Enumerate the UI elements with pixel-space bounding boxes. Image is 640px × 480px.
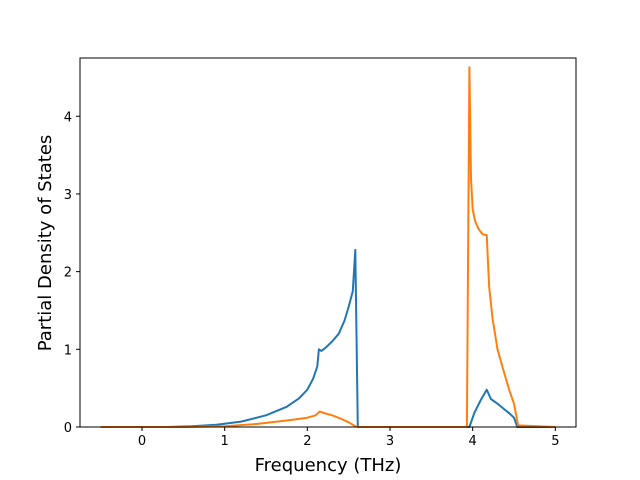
ticks: 0 1 2 3 4 5 0 1 2 3 4 — [64, 110, 560, 449]
y-tick-label: 0 — [64, 421, 72, 436]
series-line-2 — [100, 66, 556, 428]
series-line-1 — [100, 248, 556, 428]
x-axis-label: Frequency (THz) — [255, 455, 402, 476]
y-tick-label: 2 — [64, 266, 72, 281]
x-tick-label: 1 — [221, 434, 229, 449]
x-tick-label: 0 — [138, 434, 146, 449]
plot-frame — [79, 57, 577, 428]
y-tick-label: 3 — [64, 188, 72, 203]
y-tick-label: 4 — [64, 110, 72, 125]
x-tick-label: 3 — [386, 434, 394, 449]
x-tick-label: 5 — [551, 434, 559, 449]
x-tick-label: 4 — [469, 434, 477, 449]
plot-lines — [100, 66, 556, 428]
y-axis-label: Partial Density of States — [35, 135, 56, 352]
y-tick-label: 1 — [64, 343, 72, 358]
x-tick-label: 2 — [303, 434, 311, 449]
